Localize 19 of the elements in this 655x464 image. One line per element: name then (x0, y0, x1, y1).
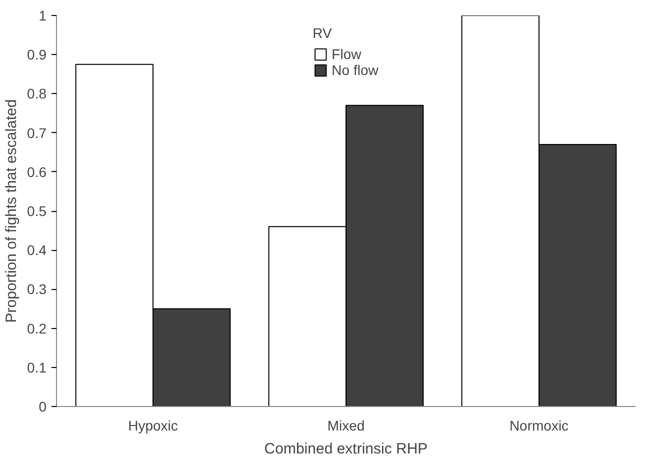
y-tick-label: 1 (38, 8, 47, 24)
x-tick-label: Mixed (327, 418, 365, 434)
y-tick-label: 0.2 (27, 320, 47, 336)
x-tick-label: Hypoxic (128, 418, 178, 434)
y-tick-label: 0.6 (27, 164, 47, 180)
y-tick-label: 0.1 (27, 359, 47, 376)
y-axis-title: Proportion of fights that escalated (3, 99, 20, 323)
y-tick-label: 0.5 (27, 203, 47, 219)
legend-label: Flow (332, 46, 362, 62)
y-tick-label: 0.4 (27, 242, 47, 258)
x-axis-title: Combined extrinsic RHP (264, 440, 428, 458)
legend-label: No flow (332, 62, 378, 78)
y-tick-label: 0.9 (27, 46, 47, 63)
y-tick-label: 0.7 (27, 124, 47, 141)
legend-title: RV (312, 25, 333, 41)
y-tick-label: 0.3 (27, 281, 47, 298)
x-tick-label: Normoxic (509, 418, 569, 434)
y-tick-label: 0 (38, 398, 47, 414)
y-tick-label: 0.8 (27, 86, 47, 102)
